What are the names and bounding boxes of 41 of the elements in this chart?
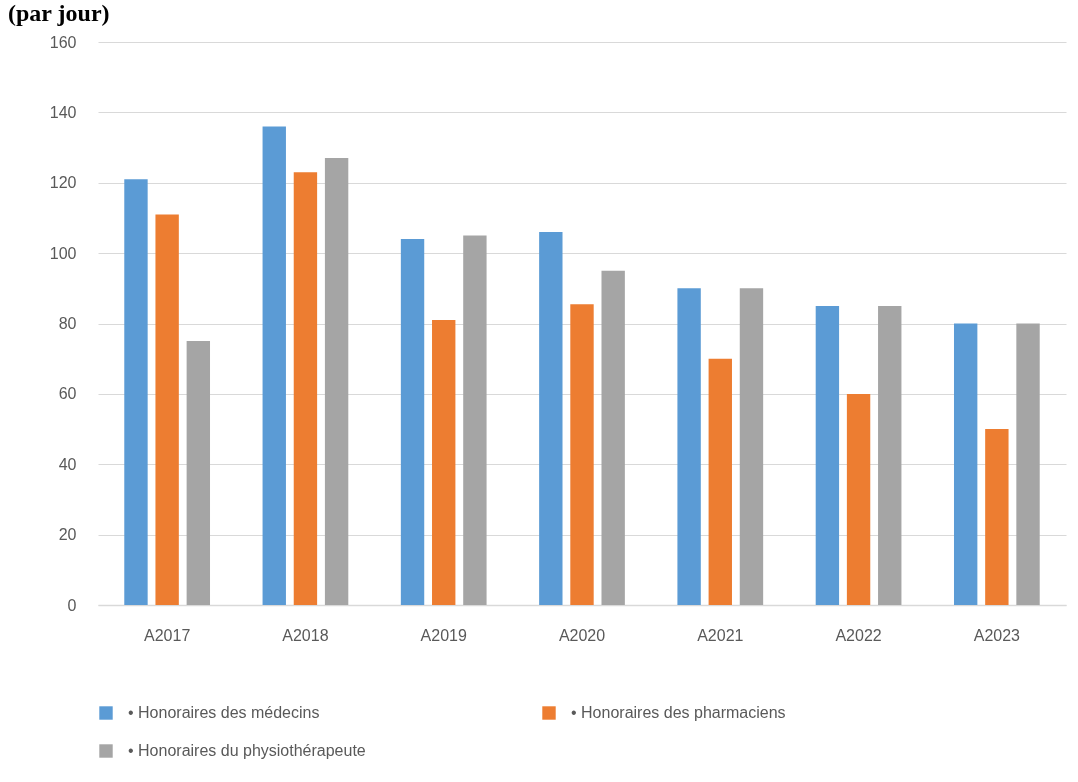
x-tick-label: A2017: [144, 626, 191, 644]
bar: [155, 214, 179, 605]
y-tick-label: 40: [58, 455, 77, 473]
y-tick-label: 80: [58, 315, 77, 332]
y-tick-label: 140: [49, 103, 77, 121]
bar: [739, 288, 764, 605]
legend-label: • Honoraires des médecins: [128, 704, 320, 721]
y-tick-label: 120: [49, 174, 77, 192]
x-tick-label: A2021: [697, 626, 744, 644]
y-tick-label: 160: [49, 33, 77, 51]
bar: [677, 288, 701, 605]
bar: [815, 305, 840, 605]
x-tick-label: A2019: [420, 626, 467, 644]
x-tick-label: A2022: [835, 626, 882, 644]
bar: [601, 270, 625, 605]
x-tick-label: A2020: [558, 626, 606, 644]
bar: [539, 232, 563, 605]
bar: [324, 158, 349, 605]
bar: [293, 172, 318, 605]
bar: [878, 305, 902, 605]
bar: [1016, 323, 1040, 605]
bar: [124, 179, 148, 605]
bar: [432, 319, 456, 605]
bar: [463, 235, 487, 605]
y-tick-label: 0: [67, 596, 77, 614]
y-tick-label: 60: [58, 385, 77, 403]
bar: [953, 323, 978, 605]
bar: [570, 304, 594, 605]
y-tick-label: 100: [49, 244, 77, 262]
bar: [400, 239, 425, 605]
bar: [262, 126, 286, 605]
bar: [846, 393, 871, 605]
bar: [985, 429, 1009, 605]
y-tick-label: 20: [58, 526, 77, 544]
chart-title: (par jour): [8, 0, 110, 26]
legend-label: • Honoraires des pharmaciens: [571, 704, 786, 721]
bar: [708, 358, 732, 605]
legend-label: • Honoraires du physiothérapeute: [128, 742, 366, 759]
x-tick-label: A2018: [282, 626, 329, 644]
bar: [186, 341, 211, 605]
x-tick-label: A2023: [973, 626, 1021, 644]
